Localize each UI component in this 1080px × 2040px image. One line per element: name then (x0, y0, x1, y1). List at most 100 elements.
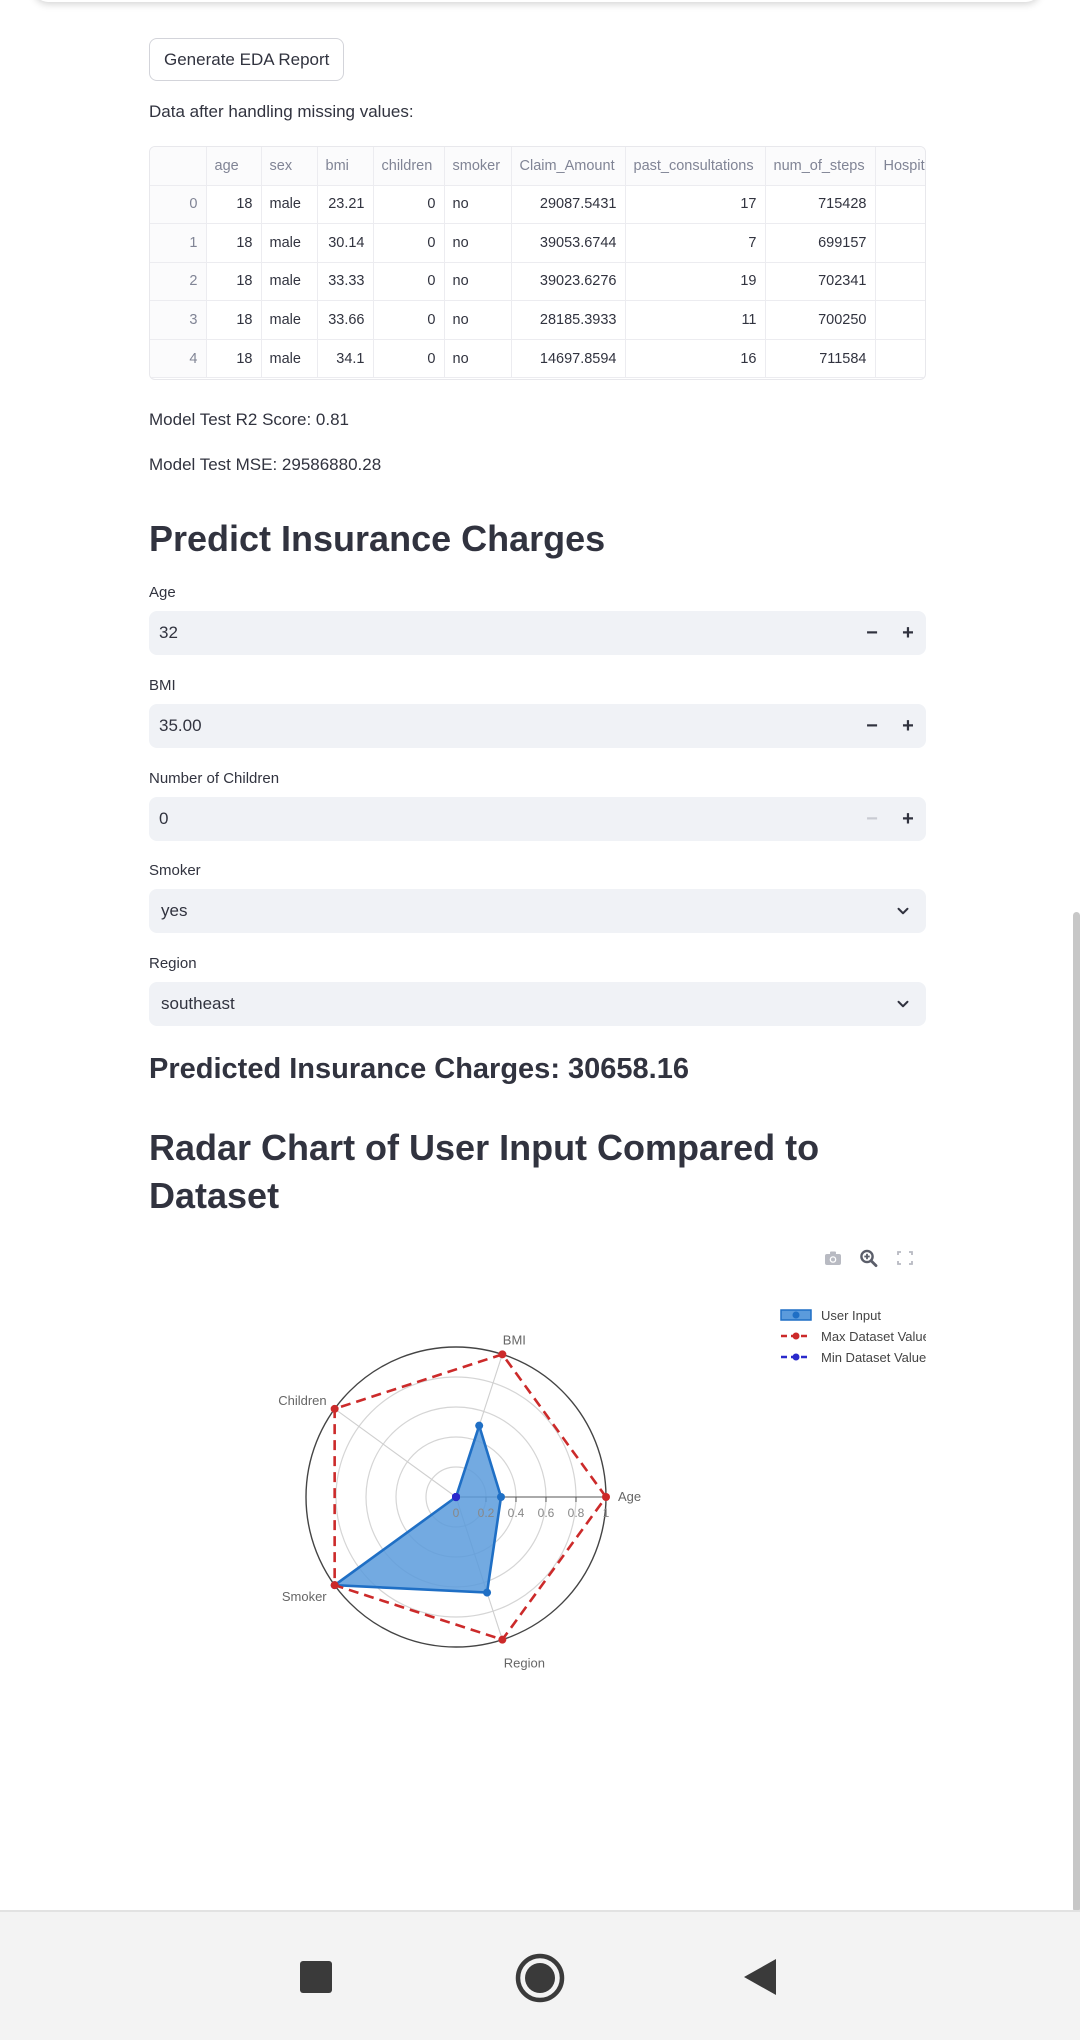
children-value[interactable]: 0 (159, 809, 169, 828)
cell-sex[interactable]: male (261, 262, 318, 302)
bmi-number-input[interactable]: 35.00 − + (149, 704, 926, 748)
bmi-decrement-button[interactable]: − (866, 715, 878, 737)
generate-eda-report-button[interactable]: Generate EDA Report (149, 38, 345, 81)
cell-sex[interactable]: male (261, 223, 318, 263)
axis-label-region: Region (504, 1656, 545, 1671)
column-header-bmi[interactable]: bmi (317, 147, 374, 186)
column-header-num-of-steps[interactable]: num_of_steps (765, 147, 876, 186)
cell-claim-amount[interactable]: 39023.6276 (511, 262, 626, 302)
cell-bmi[interactable]: 23.21 (317, 185, 374, 225)
cell-smoker[interactable]: no (444, 262, 512, 302)
zoom-icon[interactable] (858, 1248, 880, 1268)
column-header-smoker[interactable]: smoker (444, 147, 512, 186)
cell-children[interactable]: 0 (373, 262, 445, 302)
cell-children[interactable]: 0 (373, 223, 445, 263)
cell-children[interactable]: 0 (373, 339, 445, 379)
cell-claim-amount[interactable]: 14697.8594 (511, 339, 626, 379)
cell-past-consultations[interactable]: 16 (625, 339, 766, 379)
cell-bmi[interactable]: 33.66 (317, 300, 374, 340)
children-increment-button[interactable]: + (902, 808, 914, 830)
max-dataset-value-point (330, 1581, 339, 1590)
radial-tick-label: 0 (453, 1506, 460, 1520)
chart-modebar (822, 1248, 916, 1268)
cell-hospital[interactable] (875, 339, 925, 379)
cell-bmi[interactable]: 34.1 (317, 339, 374, 379)
cell-claim-amount[interactable]: 28185.3933 (511, 300, 626, 340)
cell-smoker[interactable]: no (444, 300, 512, 340)
bmi-value[interactable]: 35.00 (159, 716, 202, 735)
column-header-claim-amount[interactable]: Claim_Amount (511, 147, 626, 186)
dataframe-table[interactable]: age sex bmi children smoker Claim_Amount… (149, 146, 926, 380)
cell-sex[interactable]: male (261, 339, 318, 379)
children-number-input[interactable]: 0 − + (149, 797, 926, 841)
column-header-children[interactable]: children (373, 147, 445, 186)
radar-chart-container[interactable]: 0 0.2 0.4 0.6 0.8 1 Age BMI Children Smoker Region… (149, 1235, 930, 1705)
age-increment-button[interactable]: + (902, 622, 914, 644)
radar-header-line-1: Radar Chart of User Input Compared to (149, 1127, 820, 1168)
age-value[interactable]: 32 (159, 623, 178, 642)
row-index: 1 (150, 223, 207, 263)
cell-num-of-steps[interactable]: 700250 (765, 300, 876, 340)
cell-num-of-steps[interactable]: 715428 (765, 185, 876, 225)
cell-sex[interactable]: male (261, 185, 318, 225)
cell-hospital[interactable] (875, 223, 925, 263)
legend-marker (792, 1311, 800, 1319)
smoker-selected-value[interactable]: yes (161, 901, 188, 920)
column-header-hospital[interactable]: Hospit (875, 147, 925, 186)
cell-num-of-steps[interactable]: 711584 (765, 339, 876, 379)
cell-age[interactable]: 18 (206, 339, 262, 379)
cell-hospital[interactable] (875, 300, 925, 340)
cell-children[interactable]: 0 (373, 300, 445, 340)
max-dataset-value-point (498, 1350, 507, 1359)
cell-children[interactable]: 0 (373, 185, 445, 225)
cell-age[interactable]: 18 (206, 300, 262, 340)
age-decrement-button[interactable]: − (866, 622, 878, 644)
cell-past-consultations[interactable]: 11 (625, 300, 766, 340)
table-row: 1 18 male 30.14 0 no 39053.6744 7 699157 (150, 223, 925, 263)
cell-past-consultations[interactable]: 7 (625, 223, 766, 263)
cell-past-consultations[interactable]: 19 (625, 262, 766, 302)
android-nav-bar (0, 1910, 1080, 2040)
home-circle-icon[interactable] (514, 1952, 565, 2003)
column-header-age[interactable]: age (206, 147, 262, 186)
cell-age[interactable]: 18 (206, 262, 262, 302)
cell-age[interactable]: 18 (206, 185, 262, 225)
cell-smoker[interactable]: no (444, 339, 512, 379)
age-number-input[interactable]: 32 − + (149, 611, 926, 655)
cell-bmi[interactable]: 33.33 (317, 262, 374, 302)
column-header-sex[interactable]: sex (261, 147, 318, 186)
cell-past-consultations[interactable]: 17 (625, 185, 766, 225)
cell-num-of-steps[interactable]: 702341 (765, 262, 876, 302)
cell-claim-amount[interactable]: 29087.5431 (511, 185, 626, 225)
user-input-polygon (330, 1421, 503, 1594)
cell-hospital[interactable] (875, 262, 925, 302)
square-icon[interactable] (291, 1952, 341, 2002)
cell-num-of-steps[interactable]: 699157 (765, 223, 876, 263)
back-triangle-icon[interactable] (736, 1952, 786, 2002)
scrollbar[interactable] (1073, 912, 1080, 1912)
legend-marker (792, 1332, 800, 1340)
cell-smoker[interactable]: no (444, 185, 512, 225)
cell-claim-amount[interactable]: 39053.6744 (511, 223, 626, 263)
children-decrement-button[interactable]: − (866, 808, 878, 830)
smoker-select[interactable]: yes (149, 889, 926, 933)
radar-chart[interactable]: 0 0.2 0.4 0.6 0.8 1 Age BMI Children Smoker Region… (149, 1235, 930, 1705)
bmi-increment-button[interactable]: + (902, 715, 914, 737)
legend-marker (792, 1353, 800, 1361)
camera-icon[interactable] (822, 1248, 844, 1268)
cell-smoker[interactable]: no (444, 223, 512, 263)
max-dataset-value-point (330, 1404, 339, 1413)
cell-bmi[interactable]: 30.14 (317, 223, 374, 263)
radial-tick-label: 0.4 (508, 1506, 525, 1520)
mse-text: Model Test MSE: 29586880.28 (149, 455, 382, 474)
chevron-down-icon[interactable] (894, 995, 912, 1013)
region-selected-value[interactable]: southeast (161, 994, 235, 1013)
chevron-down-icon[interactable] (894, 902, 912, 920)
cell-age[interactable]: 18 (206, 223, 262, 263)
cell-sex[interactable]: male (261, 300, 318, 340)
cell-hospital[interactable] (875, 185, 925, 225)
region-select[interactable]: southeast (149, 982, 926, 1026)
fullscreen-icon[interactable] (894, 1248, 916, 1268)
column-header-index (150, 147, 207, 186)
column-header-past-consultations[interactable]: past_consultations (625, 147, 766, 186)
